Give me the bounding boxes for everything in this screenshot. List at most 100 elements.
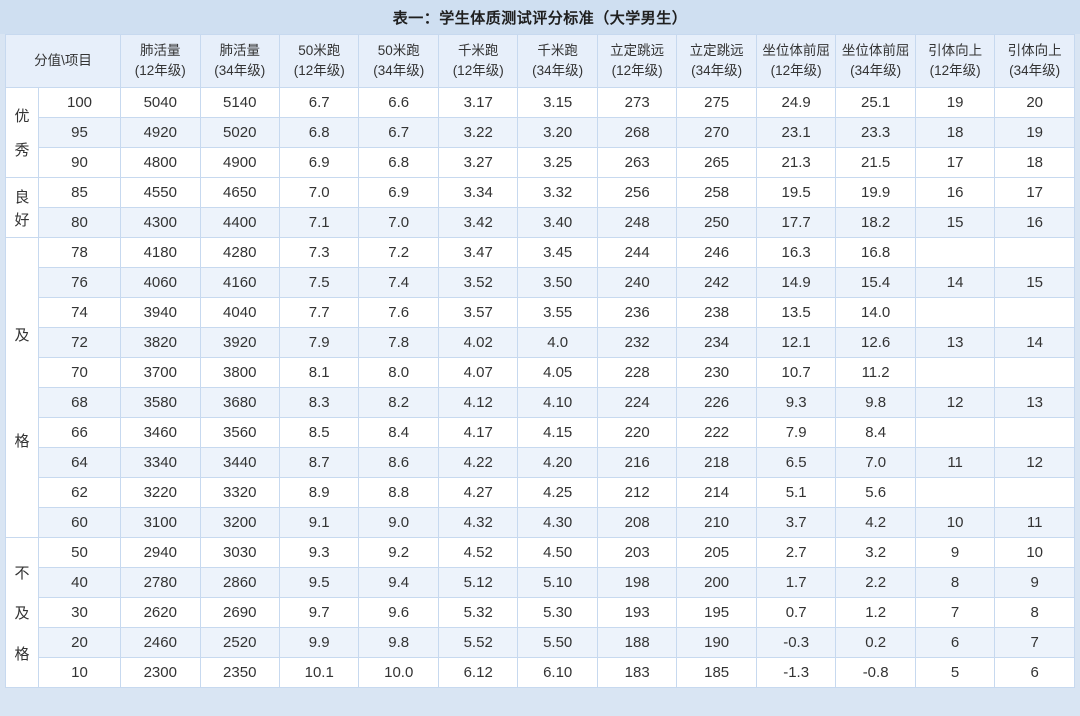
value-cell <box>994 357 1075 388</box>
value-cell: -1.3 <box>755 657 837 688</box>
value-cell: 6.12 <box>437 657 519 688</box>
value-cell: 205 <box>676 537 757 568</box>
value-cell: 4300 <box>120 207 201 238</box>
value-cell: 8.4 <box>835 417 916 448</box>
value-cell: 3.2 <box>835 537 916 568</box>
score-cell: 10 <box>37 657 122 688</box>
table-row: 良好 85 4550 4650 7.0 6.9 3.34 3.32 256 258 19.5 19.9… <box>5 177 1075 238</box>
value-cell: 4.15 <box>517 417 598 448</box>
value-cell: 13 <box>994 387 1075 418</box>
value-cell: 20 <box>994 87 1075 118</box>
column-header-3: 50米跑 (34年级) <box>358 34 439 88</box>
table-row: 30 2620 2690 9.7 9.6 5.32 5.30 193 195 0.7 1.2 7 8 <box>6 597 1075 628</box>
table-row: 优秀 100 5040 5140 6.7 6.6 3.17 3.15 273 275 24.9 25.… <box>5 87 1075 178</box>
value-cell: 11 <box>994 507 1075 538</box>
value-cell: 6.10 <box>517 657 598 688</box>
score-table: 分值\项目 肺活量 (12年级) 肺活量 (34年级) 50米跑 (12年级) 50米跑 (3… <box>4 34 1075 688</box>
value-cell: 4.32 <box>437 507 519 538</box>
value-cell: 6.5 <box>755 447 837 478</box>
value-cell: 10.7 <box>755 357 837 388</box>
value-cell <box>994 417 1075 448</box>
value-cell: 23.1 <box>755 117 837 148</box>
value-cell: 5.32 <box>437 597 519 628</box>
table-row: 40 2780 2860 9.5 9.4 5.12 5.10 198 200 1.7 2.2 8 9 <box>6 567 1075 598</box>
value-cell: 4.07 <box>437 357 519 388</box>
value-cell: 8 <box>994 597 1075 628</box>
value-cell: 11.2 <box>835 357 916 388</box>
value-cell: 220 <box>596 417 678 448</box>
table-row: 及格 78 4180 4280 7.3 7.2 3.47 3.45 244 246 16.3 16.8 <box>5 237 1075 538</box>
value-cell <box>994 297 1075 328</box>
value-cell: 203 <box>596 537 678 568</box>
value-cell: 16 <box>914 177 996 208</box>
value-cell: 8.7 <box>278 447 360 478</box>
value-cell: 224 <box>596 387 678 418</box>
value-cell: 250 <box>676 207 757 238</box>
value-cell: 3800 <box>199 357 280 388</box>
value-cell: 3580 <box>120 387 201 418</box>
value-cell: 232 <box>596 327 678 358</box>
value-cell: 1.2 <box>835 597 916 628</box>
value-cell: 208 <box>596 507 678 538</box>
value-cell: 3460 <box>120 417 201 448</box>
score-cell: 74 <box>37 297 122 328</box>
value-cell: 9.4 <box>358 567 439 598</box>
value-cell: 19 <box>994 117 1075 148</box>
value-cell: 4.05 <box>517 357 598 388</box>
grade-group-label: 不及格 <box>5 537 39 688</box>
value-cell: 195 <box>676 597 757 628</box>
value-cell: 5.30 <box>517 597 598 628</box>
table-row: 60 3100 3200 9.1 9.0 4.32 4.30 208 210 3.7 4.2 10 11 <box>6 507 1075 538</box>
value-cell: 3320 <box>199 477 280 508</box>
score-cell: 78 <box>37 237 122 268</box>
table-row: 66 3460 3560 8.5 8.4 4.17 4.15 220 222 7.9 8.4 <box>6 417 1075 448</box>
value-cell: 5.6 <box>835 477 916 508</box>
value-cell: 3.27 <box>437 147 519 178</box>
value-cell: 8.4 <box>358 417 439 448</box>
value-cell: 4550 <box>120 177 201 208</box>
table-row: 80 4300 4400 7.1 7.0 3.42 3.40 248 250 17.7 18.2 15… <box>6 207 1075 238</box>
value-cell: 10 <box>994 537 1075 568</box>
value-cell: 183 <box>596 657 678 688</box>
value-cell: 190 <box>676 627 757 658</box>
value-cell: 16 <box>994 207 1075 238</box>
value-cell: 16.8 <box>835 237 916 268</box>
value-cell: 3340 <box>120 447 201 478</box>
value-cell: 212 <box>596 477 678 508</box>
value-cell: 5020 <box>199 117 280 148</box>
value-cell: 263 <box>596 147 678 178</box>
score-cell: 30 <box>37 597 122 628</box>
table-row: 不及格 50 2940 3030 9.3 9.2 4.52 4.50 203 205 2.7 3.2 9… <box>5 537 1075 688</box>
value-cell: 3.52 <box>437 267 519 298</box>
value-cell: 8.0 <box>358 357 439 388</box>
column-header-7: 立定跳远 (34年级) <box>676 34 757 88</box>
value-cell: 7.8 <box>358 327 439 358</box>
score-cell: 20 <box>37 627 122 658</box>
value-cell: 4.17 <box>437 417 519 448</box>
value-cell: 17.7 <box>755 207 837 238</box>
value-cell: 21.3 <box>755 147 837 178</box>
value-cell: 19.5 <box>755 177 837 208</box>
value-cell: 2.7 <box>755 537 837 568</box>
value-cell: 8.9 <box>278 477 360 508</box>
table-row: 72 3820 3920 7.9 7.8 4.02 4.0 232 234 12.1 12.6 13 1… <box>6 327 1075 358</box>
value-cell: 240 <box>596 267 678 298</box>
value-cell: 4800 <box>120 147 201 178</box>
value-cell: 236 <box>596 297 678 328</box>
value-cell: 7.6 <box>358 297 439 328</box>
value-cell: 15 <box>994 267 1075 298</box>
value-cell: 3.57 <box>437 297 519 328</box>
column-header-11: 引体向上 (34年级) <box>994 34 1075 88</box>
value-cell: 24.9 <box>755 87 837 118</box>
column-header-8: 坐位体前屈 (12年级) <box>755 34 837 88</box>
value-cell: 3.50 <box>517 267 598 298</box>
value-cell: 5 <box>914 657 996 688</box>
value-cell: 248 <box>596 207 678 238</box>
value-cell: 9.3 <box>278 537 360 568</box>
value-cell: 238 <box>676 297 757 328</box>
value-cell: 4.52 <box>437 537 519 568</box>
value-cell: 13 <box>914 327 996 358</box>
value-cell: 17 <box>914 147 996 178</box>
value-cell: 3.45 <box>517 237 598 268</box>
value-cell: 8.3 <box>278 387 360 418</box>
